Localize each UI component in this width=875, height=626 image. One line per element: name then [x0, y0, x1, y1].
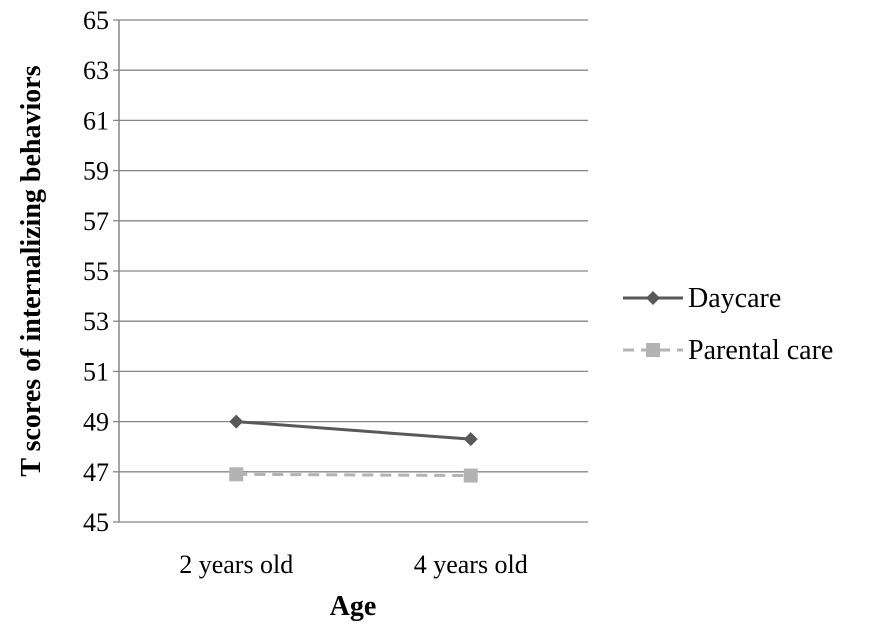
y-axis-title: T scores of internalizing behaviors — [16, 65, 47, 476]
legend-daycare-label: Daycare — [688, 283, 781, 314]
y-tick-label: 63 — [83, 56, 109, 85]
x-tick-label: 4 years old — [414, 550, 528, 579]
parental-care-line — [236, 472, 471, 478]
x-tick-labels: 2 years old 4 years old — [179, 550, 528, 579]
x-axis-title: Age — [330, 591, 377, 622]
y-tick-label: 51 — [83, 357, 109, 386]
gridlines — [113, 19, 588, 523]
legend-daycare-marker — [646, 291, 660, 305]
y-tick-label: 55 — [83, 257, 109, 286]
y-tick-label: 59 — [83, 157, 109, 186]
series-layer — [229, 414, 478, 483]
legend-parental-care-marker — [646, 343, 660, 357]
parental-care-marker — [229, 467, 244, 482]
x-tick-label: 2 years old — [179, 550, 293, 579]
y-tick-label: 57 — [83, 207, 109, 236]
y-tick-label: 45 — [83, 508, 109, 537]
daycare-marker — [229, 414, 244, 429]
y-tick-label: 49 — [83, 408, 109, 437]
legend: Daycare Parental care — [623, 283, 833, 366]
daycare-line — [236, 420, 471, 441]
y-tick-label: 61 — [83, 106, 109, 135]
y-tick-label: 65 — [83, 6, 109, 35]
y-tick-label: 47 — [83, 458, 109, 487]
y-tick-labels: 45 47 49 51 53 55 57 59 61 63 65 — [83, 6, 109, 537]
parental-care-marker — [463, 468, 478, 483]
legend-parental-care-label: Parental care — [688, 335, 833, 366]
y-tick-label: 53 — [83, 307, 109, 336]
daycare-marker — [463, 432, 478, 447]
